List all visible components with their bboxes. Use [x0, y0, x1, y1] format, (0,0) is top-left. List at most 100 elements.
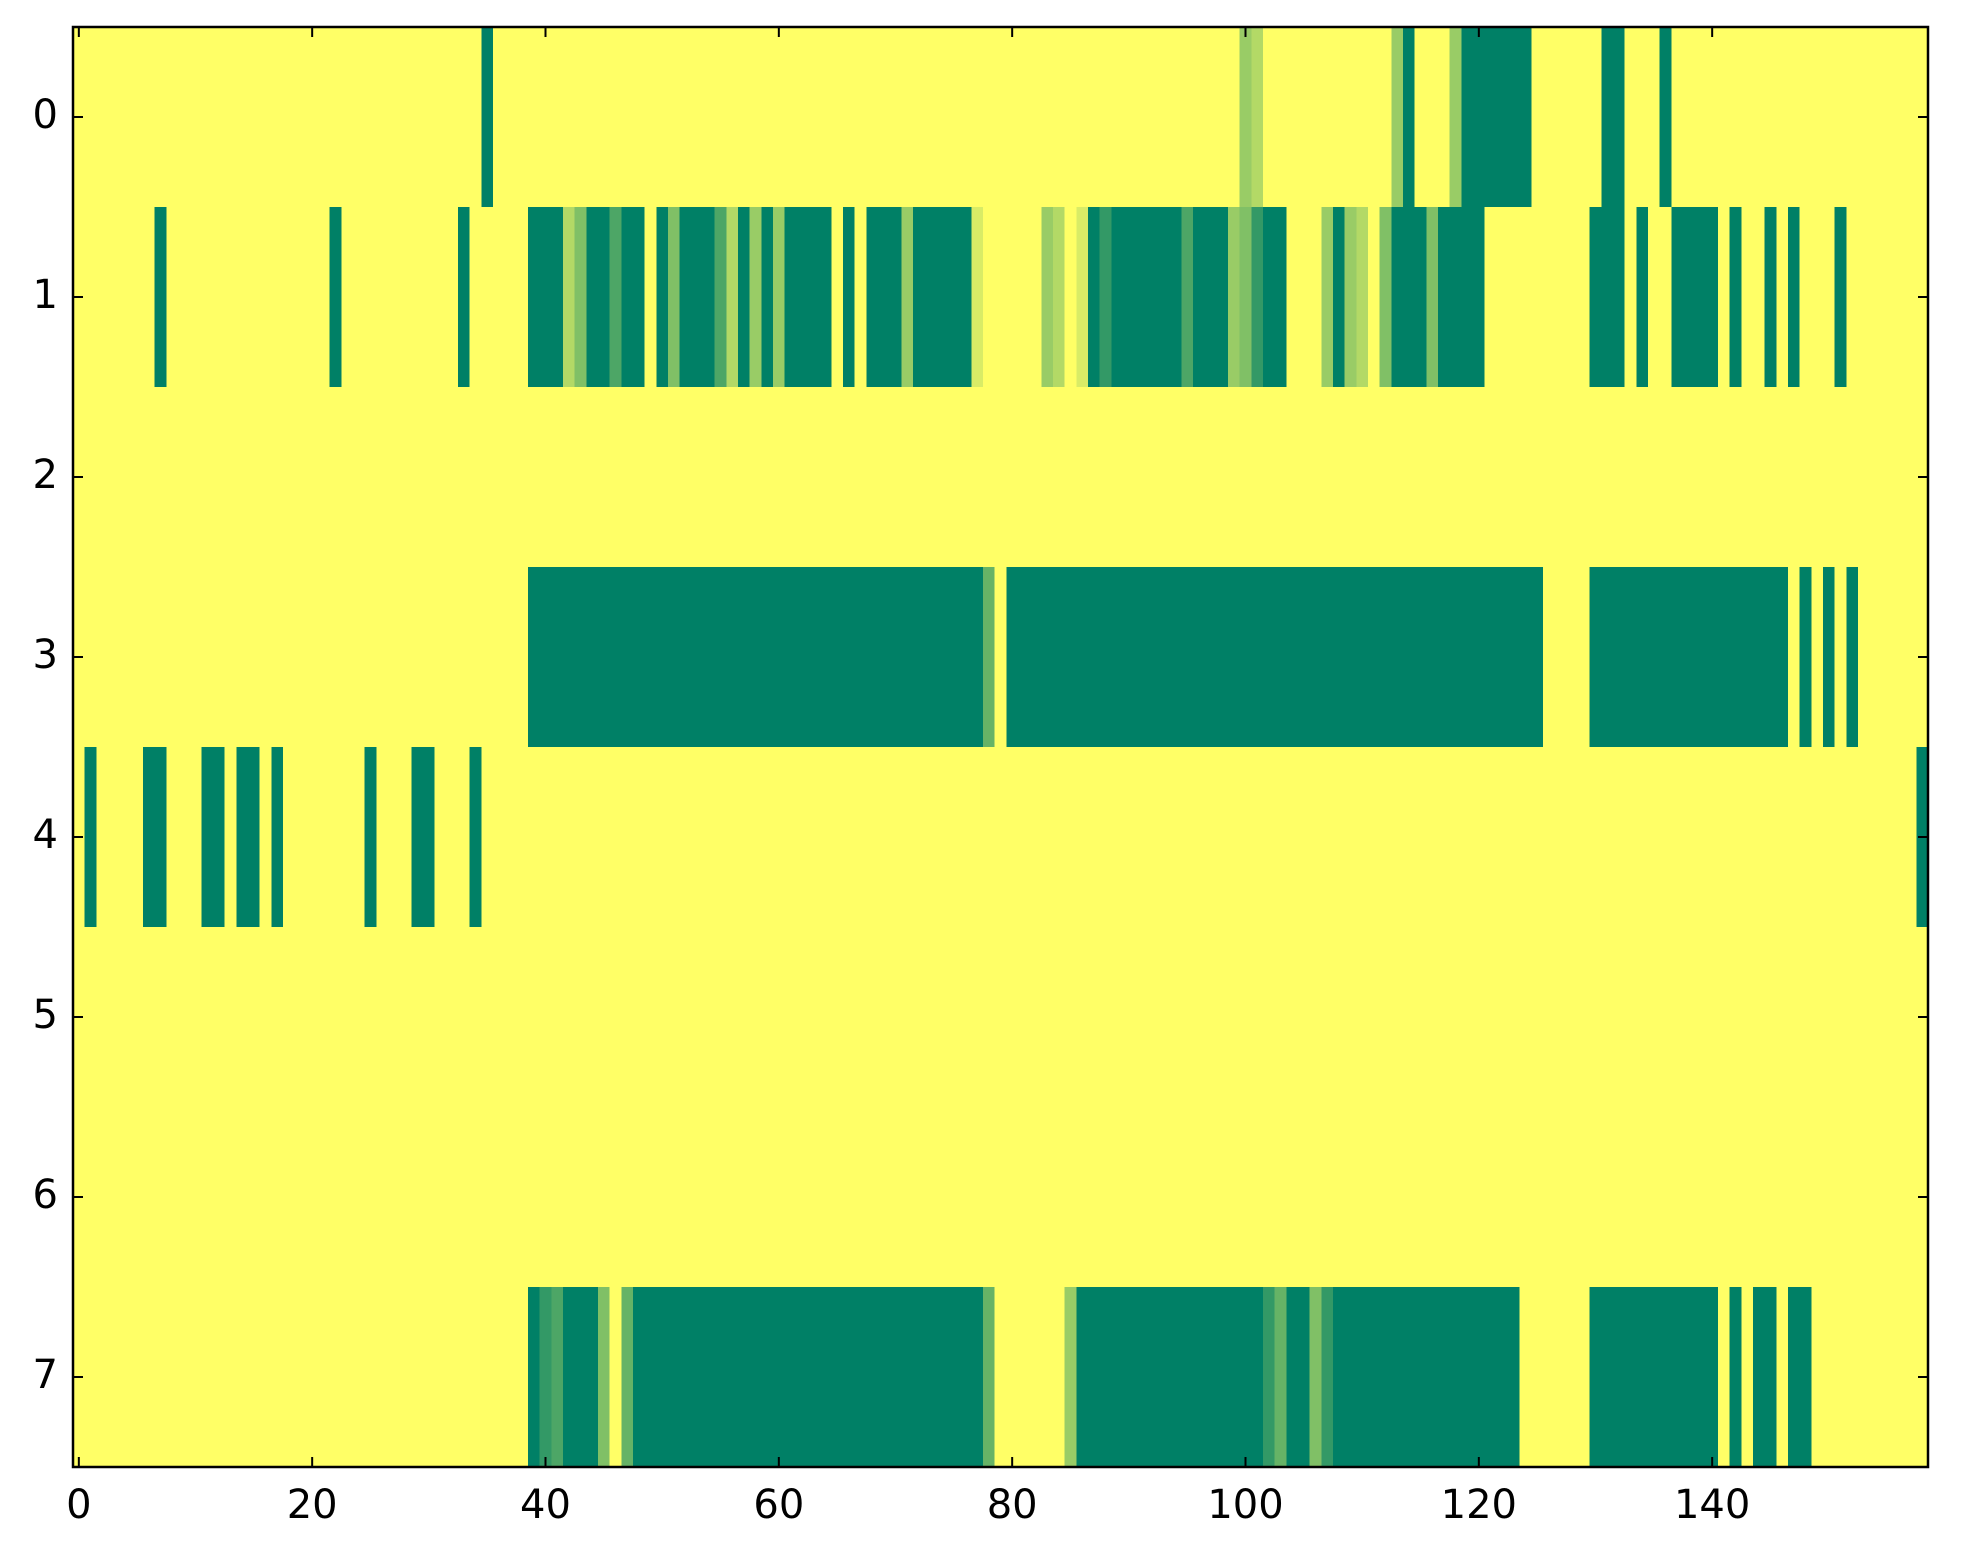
cell: [1659, 747, 1672, 928]
cell: [131, 207, 144, 388]
cell: [621, 927, 634, 1108]
cell: [1111, 387, 1124, 568]
cell: [633, 27, 646, 208]
cell: [399, 567, 412, 748]
cell: [714, 1287, 727, 1468]
cell: [1228, 1107, 1241, 1288]
cell: [224, 27, 237, 208]
cell: [726, 927, 739, 1108]
cell: [1613, 207, 1626, 388]
cell: [1613, 1287, 1626, 1468]
cell: [1029, 747, 1042, 928]
cell: [761, 387, 774, 568]
cell: [1438, 27, 1451, 208]
cell: [1799, 207, 1812, 388]
cell: [108, 387, 121, 568]
cell: [411, 27, 424, 208]
cell: [679, 387, 692, 568]
cell: [329, 387, 342, 568]
cell: [388, 747, 401, 928]
cell: [1029, 1107, 1042, 1288]
cell: [1321, 927, 1334, 1108]
cell: [1391, 567, 1404, 748]
cell: [1449, 927, 1462, 1108]
cell: [1613, 27, 1626, 208]
cell: [831, 567, 844, 748]
cell: [773, 567, 786, 748]
cell: [773, 927, 786, 1108]
cell: [1181, 1107, 1194, 1288]
cell: [714, 27, 727, 208]
cell: [528, 207, 541, 388]
cell: [1496, 1287, 1509, 1468]
cell: [808, 207, 821, 388]
cell: [1671, 207, 1684, 388]
cell: [1823, 927, 1836, 1108]
cell: [609, 387, 622, 568]
cell: [1578, 927, 1591, 1108]
cell: [318, 747, 331, 928]
cell: [586, 747, 599, 928]
cell: [1846, 1107, 1859, 1288]
cell: [1449, 567, 1462, 748]
cell: [761, 567, 774, 748]
cell: [1333, 1107, 1346, 1288]
cell: [1438, 927, 1451, 1108]
cell: [1589, 1107, 1602, 1288]
cell: [1531, 1107, 1544, 1288]
cell: [201, 207, 214, 388]
cell: [1811, 1107, 1824, 1288]
cell: [1519, 1287, 1532, 1468]
cell: [1088, 927, 1101, 1108]
cell: [924, 1287, 937, 1468]
cell: [633, 387, 646, 568]
cell: [306, 27, 319, 208]
cell: [1099, 207, 1112, 388]
cell: [1461, 387, 1474, 568]
cell: [1099, 387, 1112, 568]
cell: [539, 1287, 552, 1468]
cell: [364, 1107, 377, 1288]
cell: [563, 747, 576, 928]
cell: [691, 207, 704, 388]
cell: [1391, 927, 1404, 1108]
cell: [1869, 747, 1882, 928]
cell: [1461, 1107, 1474, 1288]
cell: [1473, 747, 1486, 928]
cell: [1531, 747, 1544, 928]
cell: [166, 1107, 179, 1288]
cell: [656, 387, 669, 568]
cell: [1298, 207, 1311, 388]
cell: [703, 747, 716, 928]
cell: [1543, 387, 1556, 568]
cell: [574, 927, 587, 1108]
cell: [1239, 387, 1252, 568]
cell: [1904, 747, 1917, 928]
cell: [1694, 1107, 1707, 1288]
cell: [1379, 207, 1392, 388]
cell: [1344, 747, 1357, 928]
cell: [504, 567, 517, 748]
cell: [1239, 747, 1252, 928]
cell: [1799, 1287, 1812, 1468]
cell: [283, 27, 296, 208]
cell: [563, 387, 576, 568]
cell: [329, 747, 342, 928]
cell: [808, 1287, 821, 1468]
cell: [948, 1287, 961, 1468]
cell: [808, 387, 821, 568]
cell: [1414, 927, 1427, 1108]
cell: [1216, 1287, 1229, 1468]
cell: [1006, 1107, 1019, 1288]
cell: [1601, 27, 1614, 208]
cell: [1193, 567, 1206, 748]
x-tick-label: 40: [520, 1482, 571, 1528]
cell: [1181, 927, 1194, 1108]
cell: [878, 27, 891, 208]
cell: [1414, 27, 1427, 208]
cell: [399, 207, 412, 388]
cell: [271, 27, 284, 208]
cell: [1753, 1287, 1766, 1468]
cell: [761, 1287, 774, 1468]
cell: [854, 747, 867, 928]
